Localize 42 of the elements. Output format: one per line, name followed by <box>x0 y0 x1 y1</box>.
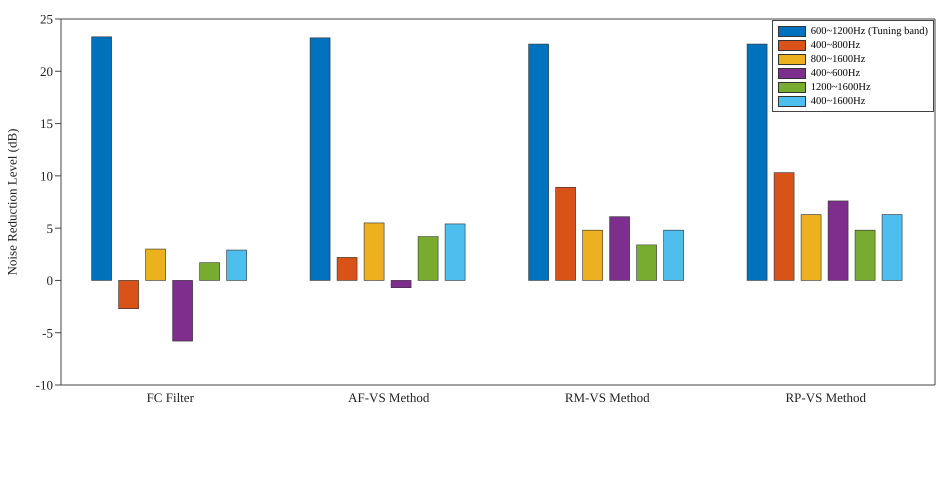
bar <box>854 230 876 281</box>
bar <box>800 214 822 281</box>
y-tick-label: -10 <box>36 378 53 393</box>
legend-label: 400~800Hz <box>810 40 860 50</box>
bar <box>364 222 384 281</box>
bar <box>444 224 466 281</box>
bar <box>91 36 112 281</box>
x-tick-label: FC Filter <box>146 390 195 406</box>
bar <box>636 244 657 281</box>
y-tick-label: 20 <box>40 64 53 79</box>
y-tick-label: -5 <box>42 325 53 340</box>
bar <box>828 200 848 281</box>
bar <box>663 230 684 281</box>
y-tick-label: 10 <box>40 168 53 184</box>
bar <box>310 38 330 281</box>
bar <box>118 280 139 309</box>
legend-label: 1200~1600Hz <box>810 82 871 92</box>
bar <box>172 280 193 342</box>
legend-label: 800~1600Hz <box>810 54 866 64</box>
bar <box>390 280 412 288</box>
bar <box>746 44 768 281</box>
y-tick-label: 15 <box>40 116 53 132</box>
y-tick-label: 25 <box>40 12 53 27</box>
bar <box>882 214 902 281</box>
bar <box>582 230 603 281</box>
bar <box>555 187 576 281</box>
x-tick-label: AF-VS Method <box>348 390 430 406</box>
x-tick-label: RM-VS Method <box>564 390 650 406</box>
bar <box>199 262 220 281</box>
bar <box>528 44 549 281</box>
x-tick-label: RP-VS Method <box>785 390 867 406</box>
bar <box>226 250 247 281</box>
bar <box>145 248 166 281</box>
bar <box>336 257 358 281</box>
bar <box>418 236 438 281</box>
legend-label: 600~1200Hz (Tuning band) <box>810 26 928 36</box>
y-tick-label: 0 <box>46 273 53 288</box>
legend-label: 400~1600Hz <box>810 96 866 106</box>
legend-label: 400~600Hz <box>810 68 860 78</box>
y-tick-label: 5 <box>46 220 53 236</box>
bar <box>774 172 794 281</box>
bar <box>609 216 630 281</box>
